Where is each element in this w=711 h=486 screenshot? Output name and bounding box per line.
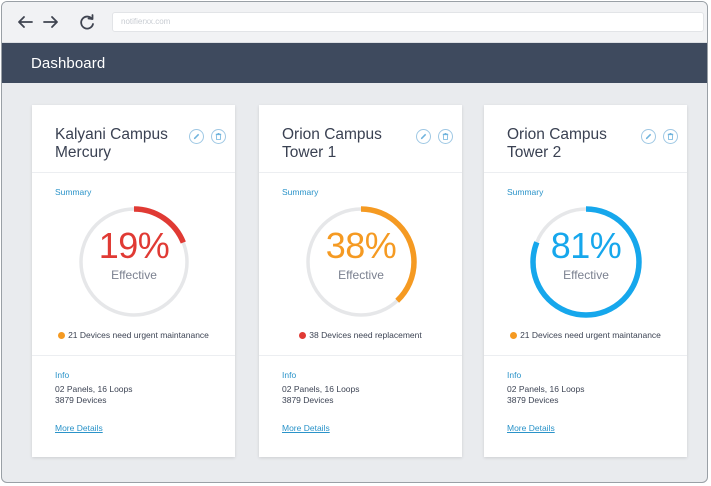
card-title: Orion Campus Tower 1 <box>282 126 382 161</box>
info-text: 02 Panels, 16 Loops 3879 Devices <box>55 384 133 405</box>
edit-button[interactable] <box>189 129 204 144</box>
status-text: 21 Devices need urgent maintanance <box>520 330 661 340</box>
status-dot <box>510 332 518 339</box>
pencil-icon <box>645 133 652 140</box>
gauge-percent: 38% <box>325 225 397 266</box>
effectiveness-gauge: 81% Effective <box>526 202 646 322</box>
info-line: 02 Panels, 16 Loops <box>507 384 585 394</box>
card-title: Orion Campus Tower 2 <box>507 126 607 161</box>
gauge-percent: 19% <box>98 225 170 266</box>
more-details-link[interactable]: More Details <box>282 423 330 433</box>
edit-button[interactable] <box>641 129 656 144</box>
reload-button[interactable] <box>76 11 98 33</box>
divider <box>259 355 462 356</box>
status-dot <box>58 332 66 339</box>
divider <box>32 355 235 356</box>
status-row: 38 Devices need replacement <box>259 330 462 340</box>
edit-button[interactable] <box>416 129 431 144</box>
info-line: 3879 Devices <box>55 394 107 405</box>
info-line: 02 Panels, 16 Loops <box>55 384 133 394</box>
info-line: 02 Panels, 16 Loops <box>282 384 360 394</box>
pencil-icon <box>193 133 200 140</box>
arrow-left-icon <box>18 16 33 28</box>
more-details-link[interactable]: More Details <box>507 423 555 433</box>
info-label: Info <box>55 370 70 380</box>
back-button[interactable] <box>14 11 36 33</box>
info-label: Info <box>282 370 297 380</box>
summary-label: Summary <box>507 187 544 197</box>
divider <box>484 172 687 173</box>
gauge-arc <box>305 206 417 318</box>
pencil-icon <box>420 133 427 140</box>
divider <box>484 355 687 356</box>
card-title: Kalyani Campus Mercury <box>55 126 168 161</box>
forward-button[interactable] <box>40 11 62 33</box>
trash-icon <box>215 133 222 141</box>
arrow-right-icon <box>43 16 58 28</box>
divider <box>32 172 235 173</box>
campus-card: Orion Campus Tower 1 Summary 38% Effecti… <box>259 105 462 457</box>
app-header: Dashboard <box>2 43 707 83</box>
info-line: 3879 Devices <box>507 394 559 405</box>
delete-button[interactable] <box>438 129 453 144</box>
page-title: Dashboard <box>31 55 106 72</box>
delete-button[interactable] <box>211 129 226 144</box>
gauge-arc <box>530 206 642 318</box>
more-details-link[interactable]: More Details <box>55 423 103 433</box>
delete-button[interactable] <box>663 129 678 144</box>
effectiveness-gauge: 19% Effective <box>74 202 194 322</box>
trash-icon <box>442 133 449 141</box>
info-text: 02 Panels, 16 Loops 3879 Devices <box>282 384 360 405</box>
summary-label: Summary <box>282 187 319 197</box>
status-text: 38 Devices need replacement <box>309 330 422 340</box>
status-text: 21 Devices need urgent maintanance <box>68 330 209 340</box>
effectiveness-gauge: 38% Effective <box>301 202 421 322</box>
reload-icon <box>80 14 94 30</box>
gauge-percent: 81% <box>550 225 622 266</box>
gauge-caption: Effective <box>111 268 157 282</box>
browser-toolbar: notifierxx.com <box>2 2 707 43</box>
gauge-arc <box>78 206 190 318</box>
info-line: 3879 Devices <box>282 394 334 405</box>
trash-icon <box>667 133 674 141</box>
status-row: 21 Devices need urgent maintanance <box>32 330 235 340</box>
status-dot <box>299 332 307 339</box>
status-row: 21 Devices need urgent maintanance <box>484 330 687 340</box>
gauge-caption: Effective <box>563 268 609 282</box>
divider <box>259 172 462 173</box>
info-label: Info <box>507 370 522 380</box>
summary-label: Summary <box>55 187 92 197</box>
campus-card: Orion Campus Tower 2 Summary 81% Effecti… <box>484 105 687 457</box>
address-bar[interactable]: notifierxx.com <box>112 12 704 32</box>
info-text: 02 Panels, 16 Loops 3879 Devices <box>507 384 585 405</box>
campus-card: Kalyani Campus Mercury Summary 19% Effec… <box>32 105 235 457</box>
gauge-caption: Effective <box>338 268 384 282</box>
